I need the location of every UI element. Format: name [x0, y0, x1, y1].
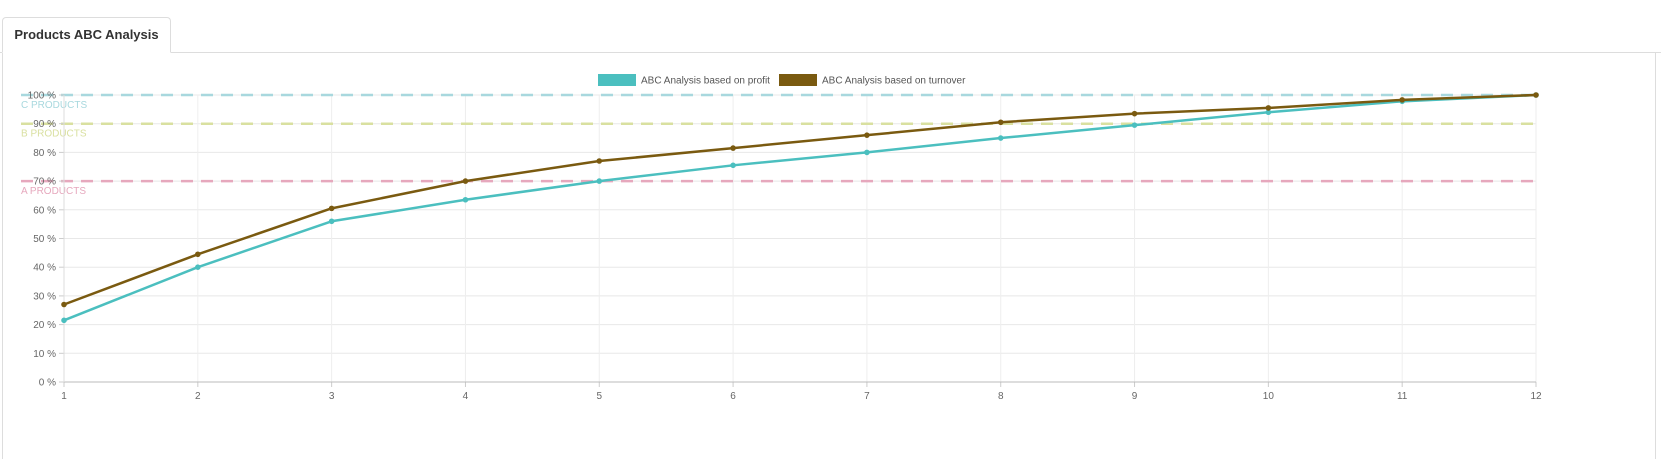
data-point — [328, 205, 335, 212]
tab-bar-divider — [0, 52, 1661, 53]
data-point — [61, 317, 67, 324]
data-point — [195, 251, 201, 258]
data-point — [864, 132, 870, 138]
tab-products-abc-analysis[interactable]: Products ABC Analysis — [2, 17, 171, 53]
legend-swatch — [598, 74, 636, 86]
x-tick-label: 9 — [1132, 391, 1138, 402]
legend-item[interactable]: ABC Analysis based on profit — [598, 74, 770, 87]
x-tick-label: 2 — [195, 391, 201, 402]
chart-panel: C PRODUCTS B PRODUCTS A PRODUCTS 0 % 10 % 20… — [2, 52, 1656, 459]
x-tick-label: 4 — [463, 391, 469, 402]
threshold-label: C PRODUCTS — [21, 100, 87, 111]
data-point — [1131, 110, 1138, 117]
series-lines — [61, 92, 1539, 324]
series-line-1 — [63, 93, 1537, 322]
data-point — [730, 145, 736, 151]
data-point — [462, 178, 469, 184]
y-tick-label: 10 % — [33, 349, 56, 360]
x-tick-label: 12 — [1530, 391, 1542, 402]
data-point — [1399, 97, 1405, 103]
y-tick-label: 90 % — [33, 119, 56, 130]
y-tick-label: 40 % — [33, 263, 56, 274]
x-tick-label: 7 — [864, 391, 870, 402]
tab-bar: Products ABC Analysis — [0, 0, 1661, 53]
data-point — [1131, 122, 1138, 128]
data-point — [596, 158, 603, 164]
data-point — [1265, 105, 1272, 111]
data-point — [997, 135, 1004, 141]
threshold-lines: C PRODUCTS B PRODUCTS A PRODUCTS — [21, 93, 1536, 197]
y-tick-label: 70 % — [33, 177, 56, 188]
legend-label: ABC Analysis based on profit — [641, 76, 770, 87]
data-point — [997, 119, 1004, 126]
data-point — [864, 149, 870, 156]
y-tick-label: 50 % — [33, 234, 56, 245]
y-tick-label: 100 % — [28, 91, 56, 102]
y-tick-label: 30 % — [33, 291, 56, 302]
y-tick-label: 0 % — [39, 378, 56, 389]
x-tick-label: 10 — [1263, 391, 1275, 402]
threshold-label: A PRODUCTS — [21, 186, 86, 197]
x-tick-label: 8 — [998, 391, 1004, 402]
data-point — [61, 301, 67, 308]
legend-label: ABC Analysis based on turnover — [822, 76, 966, 87]
x-tick-label: 3 — [329, 391, 335, 402]
x-tick-label: 6 — [730, 391, 736, 402]
legend[interactable]: ABC Analysis based on profit ABC Analysis… — [598, 74, 966, 87]
y-tick-label: 60 % — [33, 205, 56, 216]
y-tick-label: 80 % — [33, 148, 56, 159]
data-point — [462, 196, 469, 203]
abc-analysis-chart: C PRODUCTS B PRODUCTS A PRODUCTS 0 % 10 % 20… — [21, 74, 1542, 403]
data-point — [730, 162, 736, 169]
y-tick-label: 20 % — [33, 320, 56, 331]
data-point — [1533, 92, 1539, 98]
x-tick-label: 1 — [61, 391, 67, 402]
axes: 0 % 10 % 20 % 30 % 40 % 50 % 60 % 70 % 80 % 90 % 1… — [28, 91, 1542, 403]
legend-swatch — [779, 74, 817, 86]
series-line-2 — [63, 93, 1537, 306]
threshold-label: B PRODUCTS — [21, 129, 87, 140]
legend-item[interactable]: ABC Analysis based on turnover — [779, 74, 966, 87]
x-tick-label: 11 — [1397, 391, 1408, 402]
x-tick-label: 5 — [596, 391, 602, 402]
data-point — [596, 178, 603, 184]
data-point — [195, 264, 201, 270]
data-point — [328, 218, 335, 225]
